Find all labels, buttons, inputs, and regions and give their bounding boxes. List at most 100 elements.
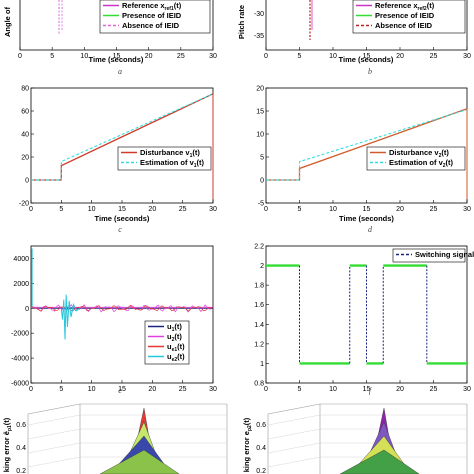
panel-e-xtick-label: 30: [209, 386, 217, 393]
panel-a-xtick-label: 0: [18, 53, 22, 60]
panel-d-ytick-label: 10: [256, 132, 264, 139]
panel-h-grid-line: [267, 428, 321, 440]
panel-f-ytick-label: 1.8: [254, 283, 264, 290]
panel-h-ztick-label: 0.6: [256, 422, 266, 429]
panel-a-xtick-label: 25: [177, 53, 185, 60]
panel-e-xtick-label: 15: [118, 386, 126, 393]
panel-d-axes: [265, 87, 468, 204]
panel-f-xtick-label: 5: [298, 386, 302, 393]
panel-d-xtick-label: 10: [329, 206, 337, 213]
panel-c-ytick-label: 80: [21, 86, 29, 93]
panel-d-legend-entry: Estimation of v2(t): [389, 158, 454, 169]
panel-g-ztick-label: 0.2: [16, 468, 26, 474]
panel-g-surface-layer: [99, 449, 180, 474]
panel-b-ylabel: Pitch rate: [237, 5, 246, 39]
panel-e-ue2-burst: [60, 294, 80, 340]
panel-b-legend-entry: Presence of IEID: [375, 11, 435, 20]
panel-e-xtick-label: 20: [148, 386, 156, 393]
panel-b-xlabel: Time (seconds): [339, 55, 394, 64]
panel-e-ue1-wiggle: [30, 304, 214, 312]
panel-c-legend-entry: Disturbance v1(t): [140, 148, 200, 159]
panel-e-ytick-label: -6000: [11, 381, 29, 388]
panel-g-grid-line: [27, 414, 81, 426]
panel-c-ytick-label: 20: [21, 155, 29, 162]
panel-c-xtick-label: 15: [118, 206, 126, 213]
panel-a-xtick-label: 15: [113, 53, 121, 60]
panel-g-ztick-label: 0.4: [16, 445, 26, 452]
panel-a-xtick-label: 20: [145, 53, 153, 60]
panel-f-ytick-label: 1.2: [254, 341, 264, 348]
panel-e-xtick-label: 0: [29, 386, 33, 393]
panel-e-legend-entry: ue2(t): [167, 352, 185, 363]
panel-e-ytick-label: 4000: [13, 256, 29, 263]
panel-g-grid-line: [27, 428, 81, 440]
panel-d-xtick-label: 0: [264, 206, 268, 213]
panel-b-xtick-label: 10: [329, 53, 337, 60]
panel-d-legend-entry: Disturbance v2(t): [389, 148, 449, 159]
caption-b: b: [368, 67, 372, 76]
panel-c-xtick-label: 0: [29, 206, 33, 213]
panel-f-ytick-label: 1.6: [254, 302, 264, 309]
panel-g-grid-line: [27, 456, 81, 468]
panel-b-xtick-label: 15: [363, 53, 371, 60]
panel-b-ytick-label: -30: [254, 11, 264, 18]
panel-b-xtick-label: 30: [463, 53, 471, 60]
panel-d-ytick-label: 0: [260, 178, 264, 185]
caption-a: a: [118, 67, 122, 76]
panel-f-xtick-label: 10: [329, 386, 337, 393]
panel-e-xtick-label: 10: [88, 386, 96, 393]
panel-a-ylabel: Angle of: [3, 7, 12, 37]
caption-d: d: [368, 225, 373, 234]
panel-c-axes: [30, 87, 214, 204]
panel-a-xlabel: Time (seconds): [89, 55, 144, 64]
panel-c-ytick-label: 0: [25, 178, 29, 185]
panel-d-xlabel: Time (seconds): [339, 214, 394, 223]
panel-a-xtick-label: 30: [209, 53, 217, 60]
panel-a-legend-entry: Presence of IEID: [122, 11, 182, 20]
panel-f-xtick-label: 30: [463, 386, 471, 393]
panel-f-ytick-label: 2: [260, 263, 264, 270]
panel-c-series-2: [31, 93, 214, 181]
panel-a-xtick-label: 10: [80, 53, 88, 60]
panel-a-xtick-label: 5: [50, 53, 54, 60]
panel-e-xtick-label: 5: [59, 386, 63, 393]
panel-b-legend-entry: Reference xref2(t): [375, 1, 435, 12]
panel-c-legend-entry: Estimation of v1(t): [140, 158, 205, 169]
panel-h-grid-line: [267, 442, 321, 454]
panel-g-grid-line: [27, 442, 81, 454]
caption-e: e: [118, 386, 122, 395]
panel-e-ytick-label: -4000: [11, 356, 29, 363]
panel-d-xtick-label: 25: [430, 206, 438, 213]
panel-d-series-2: [266, 109, 468, 181]
panel-h-grid-line: [267, 456, 321, 468]
panel-c-xtick-label: 25: [179, 206, 187, 213]
panel-e-legend-entry: ue1(t): [167, 342, 185, 353]
panel-d-xtick-label: 15: [363, 206, 371, 213]
panel-b-xtick-label: 20: [396, 53, 404, 60]
panel-c-xtick-label: 20: [148, 206, 156, 213]
panel-d-ytick-label: -5: [258, 201, 264, 208]
panel-h-grid-line: [267, 414, 321, 426]
panel-d-ytick-label: 20: [256, 86, 264, 93]
panel-b-xtick-label: 0: [264, 53, 268, 60]
panel-f-ytick-label: 1: [260, 361, 264, 368]
panel-f-xtick-label: 20: [396, 386, 404, 393]
panel-e-ytick-label: -2000: [11, 331, 29, 338]
panel-e-ytick-label: 2000: [13, 281, 29, 288]
panel-c-legend: [117, 146, 212, 171]
panel-a-legend-entry: Reference xref1(t): [122, 1, 182, 12]
panel-h-ztick-label: 0.4: [256, 445, 266, 452]
panel-d-ytick-label: 5: [260, 155, 264, 162]
panel-a-legend-entry: Absence of IEID: [122, 21, 180, 30]
panel-c-xtick-label: 30: [209, 206, 217, 213]
caption-c: c: [118, 225, 122, 234]
panel-f-xtick-label: 0: [264, 386, 268, 393]
panel-h-surface-layer: [339, 449, 420, 474]
panel-f-ytick-label: 1.4: [254, 322, 264, 329]
panel-d-legend: [366, 146, 466, 171]
panel-g-zlabel: king error êp1(t): [2, 417, 13, 472]
panel-e-ytick-label: 0: [25, 306, 29, 313]
panel-f-legend-entry: Switching signal: [415, 250, 474, 259]
panel-b-xtick-label: 5: [298, 53, 302, 60]
